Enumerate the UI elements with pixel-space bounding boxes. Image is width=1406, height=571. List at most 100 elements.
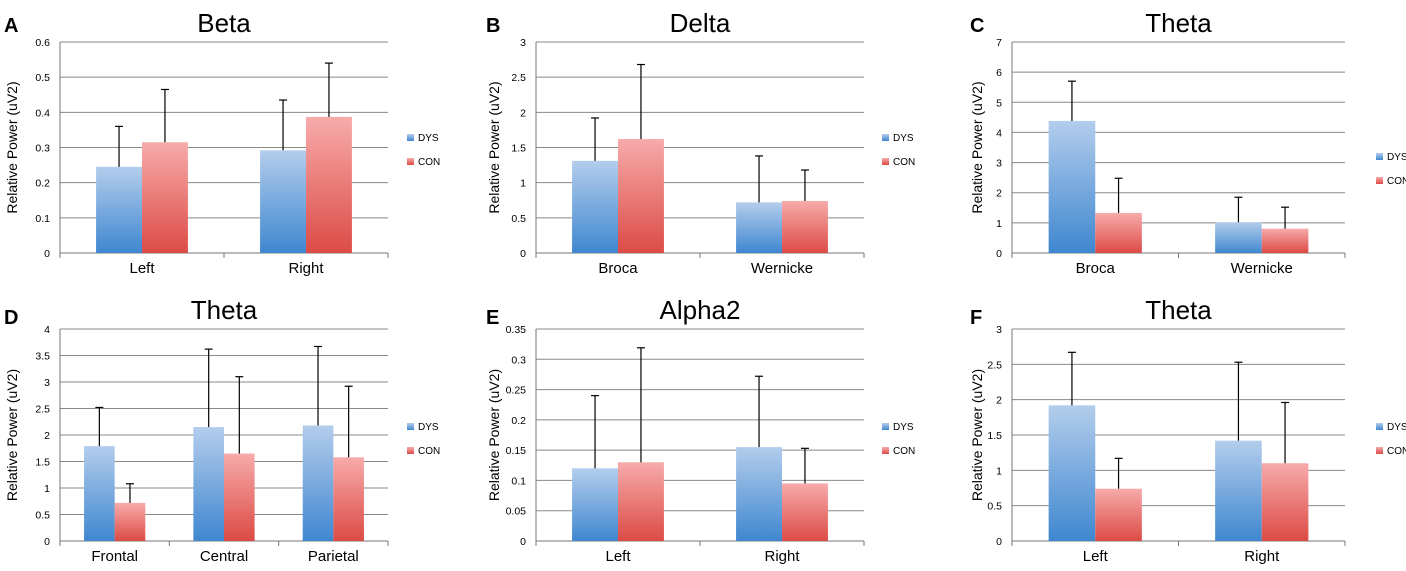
bar-dys <box>1048 120 1096 253</box>
y-tick-label: 2.5 <box>511 72 526 84</box>
y-axis-label: Relative Power (uV2) <box>486 81 502 213</box>
legend-swatch-con <box>882 447 889 454</box>
y-tick-label: 1 <box>44 483 50 495</box>
y-tick-label: 1 <box>996 218 1002 230</box>
legend-label-dys: DYS <box>1387 152 1406 163</box>
x-tick-label: Left <box>1083 548 1109 565</box>
legend-label-dys: DYS <box>1387 422 1406 433</box>
y-axis-label: Relative Power (uV2) <box>969 369 985 501</box>
y-axis-label: Relative Power (uV2) <box>4 81 20 213</box>
panel-letter: B <box>486 15 500 37</box>
legend-swatch-con <box>407 447 414 454</box>
y-tick-label: 0 <box>44 536 50 548</box>
chart-title: Beta <box>197 8 251 38</box>
y-tick-label: 3 <box>520 37 526 49</box>
x-tick-label: Right <box>764 548 800 565</box>
y-tick-label: 4 <box>44 324 50 336</box>
x-tick-label: Parietal <box>308 548 359 565</box>
bar-dys <box>260 150 306 253</box>
y-tick-label: 0 <box>520 536 526 548</box>
bar-con <box>333 457 364 541</box>
bar-con <box>618 139 664 253</box>
y-tick-label: 2.5 <box>35 404 50 416</box>
chart-title: Theta <box>191 295 258 325</box>
x-tick-label: Left <box>129 260 155 277</box>
y-tick-label: 2 <box>520 107 526 119</box>
x-tick-label: Right <box>1244 548 1280 565</box>
y-tick-label: 0 <box>996 536 1002 548</box>
y-tick-label: 0.35 <box>506 324 527 336</box>
panel-letter: F <box>970 307 982 329</box>
y-tick-label: 0.5 <box>35 510 50 522</box>
y-tick-label: 0.05 <box>506 506 527 518</box>
y-axis-label: Relative Power (uV2) <box>969 81 985 213</box>
bar-con <box>1095 212 1142 253</box>
bar-dys <box>1215 440 1262 541</box>
legend-swatch-dys <box>1376 153 1383 160</box>
legend-label-dys: DYS <box>893 422 914 433</box>
x-tick-label: Frontal <box>91 548 138 565</box>
bar-con <box>306 116 352 253</box>
bar-dys <box>1215 222 1262 253</box>
legend-label-con: CON <box>1387 446 1406 457</box>
panel-letter: E <box>486 307 499 329</box>
y-tick-label: 0.15 <box>506 445 527 457</box>
y-tick-label: 0.6 <box>35 37 50 49</box>
y-tick-label: 3 <box>44 377 50 389</box>
legend-label-dys: DYS <box>418 422 439 433</box>
x-tick-label: Central <box>200 548 248 565</box>
chart-panel-e: E Alpha2 0 0.05 0.1 0.15 0.2 0.25 0.3 0.35 Relativ… <box>486 295 915 565</box>
y-tick-label: 0.25 <box>506 385 527 397</box>
bar-dys <box>736 447 782 541</box>
legend-label-con: CON <box>893 446 915 457</box>
y-tick-label: 1 <box>996 465 1002 477</box>
bar-con <box>114 502 146 541</box>
bar-dys <box>84 446 115 541</box>
y-tick-label: 4 <box>996 127 1002 139</box>
legend-swatch-con <box>1376 177 1383 184</box>
bar-con <box>224 453 255 541</box>
bar-con <box>142 142 188 253</box>
chart-panel-c: C Theta 0 1 2 3 4 5 6 7 Relative Power (uV2) Broca W… <box>969 8 1406 277</box>
legend-label-dys: DYS <box>418 133 439 144</box>
chart-title: Theta <box>1145 8 1212 38</box>
y-tick-label: 6 <box>996 67 1002 79</box>
y-tick-label: 0.2 <box>35 178 50 190</box>
bar-dys <box>736 202 782 253</box>
y-tick-label: 0 <box>44 248 50 260</box>
legend-swatch-con <box>407 158 414 165</box>
legend-swatch-dys <box>1376 423 1383 430</box>
legend-swatch-dys <box>882 423 889 430</box>
y-tick-label: 0.3 <box>511 354 526 366</box>
x-tick-label: Right <box>288 260 324 277</box>
bar-con <box>618 462 664 541</box>
legend-swatch-con <box>882 158 889 165</box>
legend-label-dys: DYS <box>893 133 914 144</box>
x-tick-label: Wernicke <box>1231 260 1293 277</box>
y-tick-label: 2 <box>996 188 1002 200</box>
legend-label-con: CON <box>418 446 440 457</box>
y-tick-label: 0.5 <box>987 501 1002 513</box>
x-tick-label: Broca <box>598 260 638 277</box>
y-tick-label: 0 <box>996 248 1002 260</box>
legend-swatch-dys <box>882 134 889 141</box>
y-tick-label: 2.5 <box>987 359 1002 371</box>
x-tick-label: Broca <box>1076 260 1116 277</box>
bar-dys <box>572 468 618 541</box>
y-axis-label: Relative Power (uV2) <box>4 369 20 501</box>
y-tick-label: 0.2 <box>511 415 526 427</box>
panel-letter: A <box>4 15 18 37</box>
y-tick-label: 7 <box>996 37 1002 49</box>
y-tick-label: 1.5 <box>987 430 1002 442</box>
bar-con <box>1261 463 1309 541</box>
y-tick-label: 0.1 <box>35 213 50 225</box>
y-tick-label: 0.4 <box>35 107 50 119</box>
y-tick-label: 2 <box>44 430 50 442</box>
legend-swatch-dys <box>407 134 414 141</box>
bar-dys <box>572 160 618 253</box>
y-tick-label: 1.5 <box>35 457 50 469</box>
y-tick-label: 3 <box>996 158 1002 170</box>
y-tick-label: 0 <box>520 248 526 260</box>
bar-dys <box>1048 405 1096 541</box>
